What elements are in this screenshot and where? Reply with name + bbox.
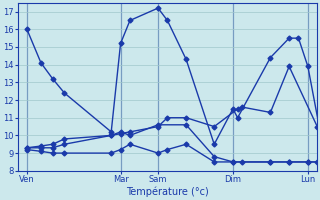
X-axis label: Température (°c): Température (°c) [126, 187, 209, 197]
